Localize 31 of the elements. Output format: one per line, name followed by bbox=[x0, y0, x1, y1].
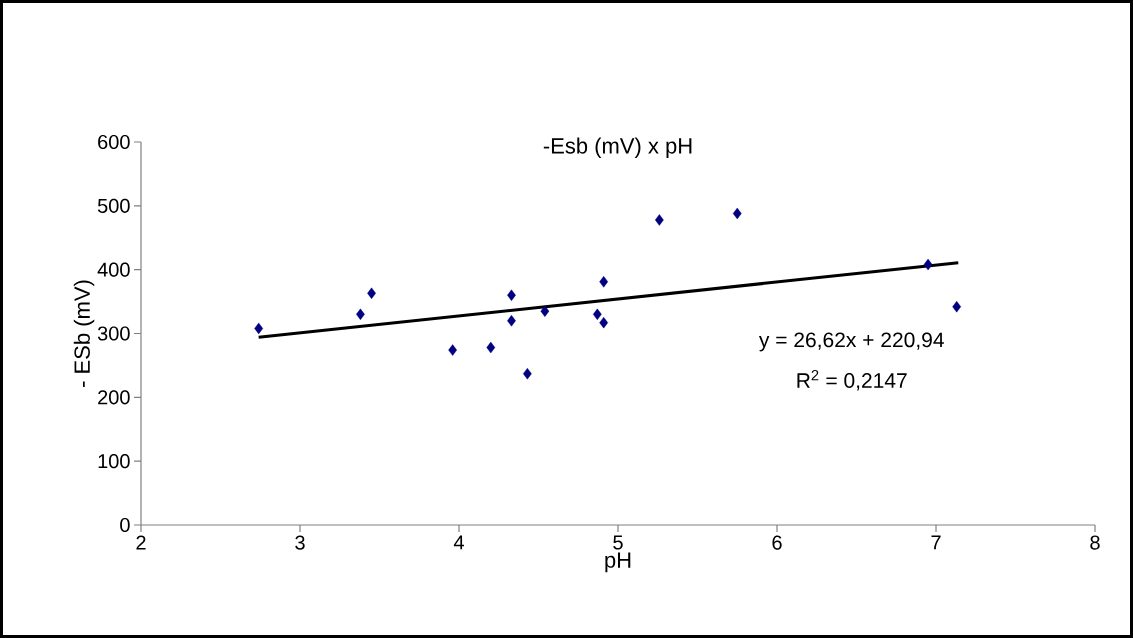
x-axis-title: pH bbox=[605, 552, 631, 573]
point bbox=[507, 289, 516, 301]
annotation: y = 26,62x + 220,94 bbox=[758, 332, 944, 352]
point bbox=[732, 207, 742, 220]
x-tick-label: 3 bbox=[295, 535, 305, 550]
point bbox=[655, 214, 664, 226]
x-tick-label: 5 bbox=[613, 535, 623, 550]
point bbox=[599, 316, 609, 329]
y-tick-label: 0 bbox=[120, 517, 130, 533]
point bbox=[486, 341, 496, 354]
y-tick-label: 300 bbox=[97, 326, 130, 341]
y-axis-title: - ESb (mV) bbox=[73, 280, 95, 387]
point bbox=[523, 368, 532, 380]
x-tick-label: 7 bbox=[931, 535, 941, 550]
point bbox=[540, 305, 550, 317]
y-tick-label: 400 bbox=[97, 262, 130, 277]
y-tick-label: 500 bbox=[97, 198, 130, 213]
y-tick-label: 100 bbox=[98, 454, 130, 469]
point bbox=[367, 287, 376, 299]
point bbox=[923, 258, 933, 271]
point bbox=[507, 315, 516, 327]
y-tick-label: 200 bbox=[98, 390, 130, 405]
x-tick-label: 2 bbox=[136, 535, 146, 550]
x-tick-label: 8 bbox=[1090, 535, 1100, 550]
annotation: R$^{2}$ = 0,2147 bbox=[797, 370, 907, 391]
x-tick-label: 6 bbox=[772, 535, 782, 550]
y-tick-label: 600 bbox=[98, 134, 130, 150]
point bbox=[599, 276, 609, 288]
x-tick-label: 4 bbox=[453, 535, 464, 550]
chart-title: -Esb (mV) x pH bbox=[543, 137, 692, 158]
point bbox=[448, 344, 457, 356]
